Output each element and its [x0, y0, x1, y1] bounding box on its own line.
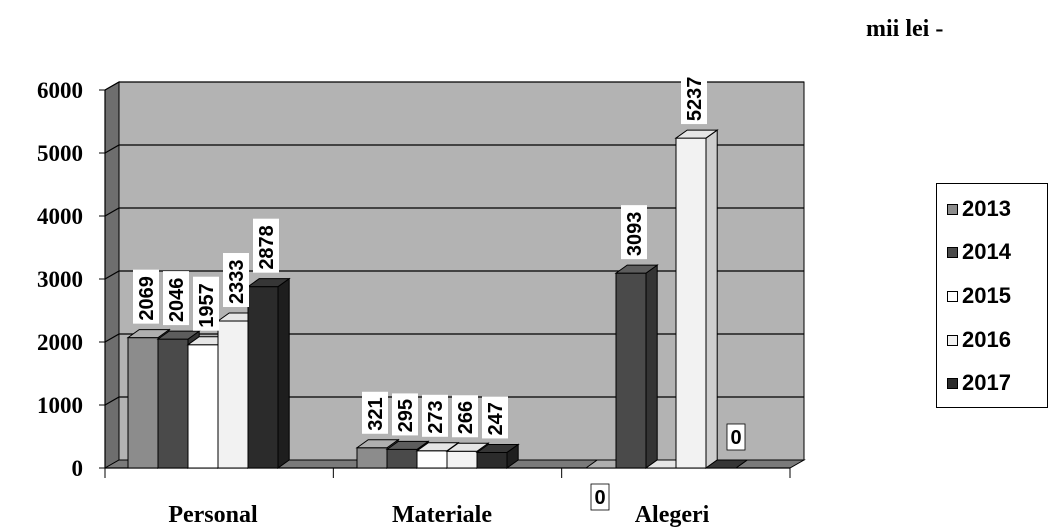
svg-text:266: 266 — [455, 401, 477, 434]
legend: 2013 2014 2015 2016 2017 — [936, 183, 1048, 408]
data-label-alegeri-2013: 0 — [591, 484, 609, 510]
bar-materiale-2014 — [387, 449, 417, 468]
bar-side-personal-2017 — [278, 279, 289, 468]
svg-text:321: 321 — [365, 397, 387, 430]
bar-materiale-2017 — [477, 452, 507, 468]
data-label-personal-2013: 2069 — [133, 270, 159, 324]
data-label-personal-2015: 1957 — [193, 277, 219, 331]
y-tick-label: 3000 — [37, 267, 83, 292]
y-tick-label: 6000 — [37, 78, 83, 103]
svg-text:3093: 3093 — [624, 212, 646, 257]
svg-text:2069: 2069 — [136, 276, 158, 321]
y-tick-label: 2000 — [37, 330, 83, 355]
data-label-materiale-2014: 295 — [392, 393, 418, 435]
category-label-materiale: Materiale — [392, 502, 492, 527]
legend-item-2016: 2016 — [947, 327, 1011, 353]
data-label-materiale-2017: 247 — [482, 396, 508, 438]
data-label-personal-2017: 2878 — [253, 219, 279, 273]
legend-item-2014: 2014 — [947, 239, 1011, 265]
svg-text:273: 273 — [425, 400, 447, 433]
svg-text:295: 295 — [395, 399, 417, 432]
svg-text:2046: 2046 — [166, 278, 188, 323]
bar-materiale-2015 — [417, 451, 447, 468]
bar-materiale-2013 — [357, 448, 387, 468]
data-label-materiale-2016: 266 — [452, 395, 478, 437]
svg-text:5237: 5237 — [684, 77, 706, 122]
category-label-alegeri: Alegeri — [635, 502, 710, 527]
data-label-alegeri-2017: 0 — [727, 424, 745, 450]
data-label-materiale-2015: 273 — [422, 395, 448, 437]
data-label-personal-2016: 2333 — [223, 253, 249, 307]
data-label-materiale-2013: 321 — [362, 392, 388, 434]
legend-swatch-2016 — [947, 335, 958, 346]
y-tick-label: 1000 — [37, 393, 83, 418]
legend-label-2017: 2017 — [962, 370, 1011, 396]
svg-text:2878: 2878 — [256, 225, 278, 270]
bar-alegeri-2014 — [616, 273, 646, 468]
svg-text:1957: 1957 — [196, 283, 218, 328]
svg-text:247: 247 — [485, 402, 507, 435]
legend-swatch-2017 — [947, 378, 958, 389]
svg-text:2333: 2333 — [226, 260, 248, 305]
legend-label-2015: 2015 — [962, 283, 1011, 309]
bar-alegeri-2016 — [676, 138, 706, 468]
legend-swatch-2014 — [947, 247, 958, 258]
bar-personal-2015 — [188, 345, 218, 468]
svg-text:0: 0 — [594, 487, 605, 509]
bar-side-alegeri-2014 — [646, 265, 657, 468]
bar-personal-2013 — [128, 338, 158, 468]
category-label-personal: Personal — [168, 502, 258, 527]
legend-label-2014: 2014 — [962, 239, 1011, 265]
legend-item-2013: 2013 — [947, 196, 1011, 222]
legend-item-2017: 2017 — [947, 370, 1011, 396]
legend-swatch-2015 — [947, 291, 958, 302]
data-label-personal-2014: 2046 — [163, 271, 189, 325]
y-tick-label: 5000 — [37, 141, 83, 166]
legend-label-2013: 2013 — [962, 196, 1011, 222]
y-tick-label: 4000 — [37, 204, 83, 229]
bar-personal-2017 — [248, 287, 278, 468]
bar-side-alegeri-2016 — [706, 130, 717, 468]
legend-label-2016: 2016 — [962, 327, 1011, 353]
svg-text:0: 0 — [730, 427, 741, 449]
legend-swatch-2013 — [947, 204, 958, 215]
legend-item-2015: 2015 — [947, 283, 1011, 309]
y-tick-label: 0 — [72, 456, 84, 481]
bar-personal-2016 — [218, 321, 248, 468]
data-label-alegeri-2016: 5237 — [681, 70, 707, 124]
data-label-alegeri-2014: 3093 — [621, 205, 647, 259]
bar-personal-2014 — [158, 339, 188, 468]
bar-materiale-2016 — [447, 451, 477, 468]
